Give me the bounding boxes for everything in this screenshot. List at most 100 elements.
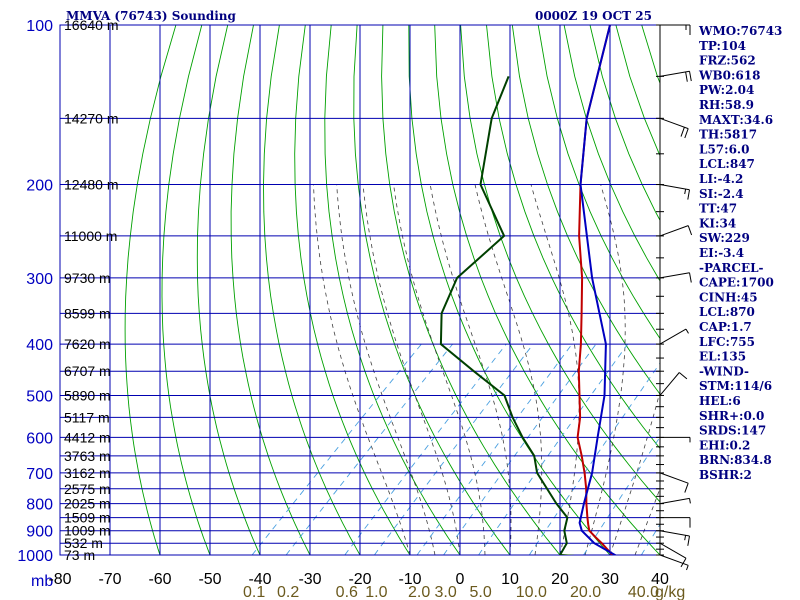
x-tick-label: -80 — [48, 571, 71, 588]
pressure-tick-label: 1000 — [17, 548, 53, 565]
mixing-ratio-label: 1.0 — [365, 584, 387, 600]
height-label: 4412 m — [64, 429, 111, 445]
index-item: TH:5817 — [699, 128, 757, 142]
index-item: SW:229 — [699, 231, 750, 245]
wind-barb-flag — [680, 557, 687, 568]
wind-barb — [659, 530, 690, 537]
wind-barb — [659, 117, 689, 130]
pressure-tick-label: 300 — [26, 271, 53, 288]
x-tick-label: -70 — [98, 571, 121, 588]
index-list: WMO:76743TP:104FRZ:562WB0:618PW:2.04RH:5… — [698, 24, 782, 482]
index-item: -WIND- — [699, 364, 749, 378]
index-item: EI:-3.4 — [699, 246, 744, 260]
dry-adiabat — [408, 25, 611, 555]
index-item: CAPE:1700 — [699, 276, 774, 290]
height-label: 3162 m — [64, 465, 111, 481]
wind-barb — [659, 542, 687, 559]
mixing-ratio-label: 10.0 — [516, 584, 547, 600]
profiles — [439, 25, 618, 555]
index-item: -PARCEL- — [699, 261, 764, 275]
x-tick-label: -30 — [298, 571, 321, 588]
x-tick-label: 0 — [456, 571, 465, 588]
pressure-tick-label: 600 — [26, 430, 53, 447]
height-label: 532 m — [64, 535, 103, 551]
dry-adiabat — [124, 25, 177, 555]
index-item: HEL:6 — [699, 394, 741, 408]
pressure-tick-label: 700 — [26, 466, 53, 483]
moist-adiabat — [634, 487, 660, 555]
wind-barb — [659, 70, 690, 77]
mixing-ratio-label: 0.1 — [243, 584, 265, 600]
x-tick-label: 30 — [601, 571, 619, 588]
index-item: LCL:847 — [699, 157, 755, 171]
index-item: EL:135 — [699, 350, 746, 364]
height-label: 1509 m — [64, 510, 111, 526]
mixing-ratio-line — [416, 343, 573, 555]
dry-adiabat — [511, 25, 660, 395]
wind-barb-flag — [685, 71, 688, 82]
index-item: LI:-4.2 — [699, 172, 743, 186]
mixing-ratio-label: 20.0 — [570, 584, 601, 600]
moist-adiabat — [393, 184, 486, 555]
x-tick-label: -60 — [148, 571, 171, 588]
pressure-tick-label: 500 — [26, 389, 53, 406]
dry-adiabat — [486, 25, 660, 450]
index-item: CINH:45 — [699, 290, 758, 304]
pressure-unit-label: mb — [31, 573, 53, 590]
wind-barb — [659, 372, 680, 396]
index-item: FRZ:562 — [699, 54, 756, 68]
dry-adiabat — [589, 25, 660, 222]
dry-adiabat — [771, 25, 800, 566]
height-label: 8599 m — [64, 305, 111, 321]
mixing-ratio-label: 5.0 — [469, 584, 491, 600]
height-label: 5890 m — [64, 388, 111, 404]
height-label: 14270 m — [64, 110, 118, 126]
moist-adiabat — [474, 184, 543, 555]
wind-barb — [659, 497, 690, 505]
height-label: 2575 m — [64, 481, 111, 497]
dry-adiabat — [563, 25, 660, 282]
profile-dewpoint — [439, 76, 575, 555]
mixing-ratio-label: 2.0 — [408, 584, 430, 600]
labels: MMVA (76743) Sounding 0000Z 19 OCT 25 mb… — [17, 9, 685, 600]
wind-barb — [659, 184, 690, 191]
pressure-tick-label: 900 — [26, 524, 53, 541]
profile-temperature — [576, 25, 617, 555]
x-tick-label: 10 — [501, 571, 519, 588]
index-item: SRDS:147 — [699, 424, 766, 438]
height-label: 16640 m — [64, 17, 118, 33]
moist-adiabat — [429, 184, 512, 555]
height-label: 7620 m — [64, 336, 111, 352]
height-label: 3763 m — [64, 448, 111, 464]
pressure-tick-label: 800 — [26, 497, 53, 514]
dry-adiabat — [230, 25, 311, 555]
wind-barb — [659, 328, 687, 345]
dry-adiabat — [537, 25, 660, 340]
moist-adiabat — [609, 389, 660, 555]
index-item: LCL:870 — [699, 305, 755, 319]
x-tick-label: -50 — [198, 571, 221, 588]
index-item: EHI:0.2 — [699, 438, 750, 452]
dry-adiabat — [263, 25, 361, 555]
height-label: 9730 m — [64, 270, 111, 286]
index-item: RH:58.9 — [699, 98, 754, 112]
index-item: KI:34 — [699, 216, 736, 230]
height-label: 11000 m — [64, 228, 117, 244]
mixing-ratio-label: 3.0 — [434, 584, 456, 600]
height-label: 6707 m — [64, 363, 111, 379]
wind-barb-flag — [687, 189, 690, 200]
dry-adiabat — [460, 25, 660, 503]
index-item: TP:104 — [699, 39, 746, 53]
wind-barb-flag — [684, 535, 687, 541]
mixing-ratio-label: 0.6 — [336, 584, 358, 600]
wind-barb-flag — [687, 225, 693, 236]
wind-barb — [659, 472, 689, 484]
moist-adiabat — [530, 184, 580, 555]
height-label: 73 m — [64, 547, 95, 563]
index-item: MAXT:34.6 — [699, 113, 773, 127]
mixing-ratio-label: 0.2 — [277, 584, 299, 600]
x-tick-label: 40 — [651, 571, 669, 588]
wind-barb-flag — [686, 565, 689, 571]
moist-adiabat — [313, 184, 411, 555]
